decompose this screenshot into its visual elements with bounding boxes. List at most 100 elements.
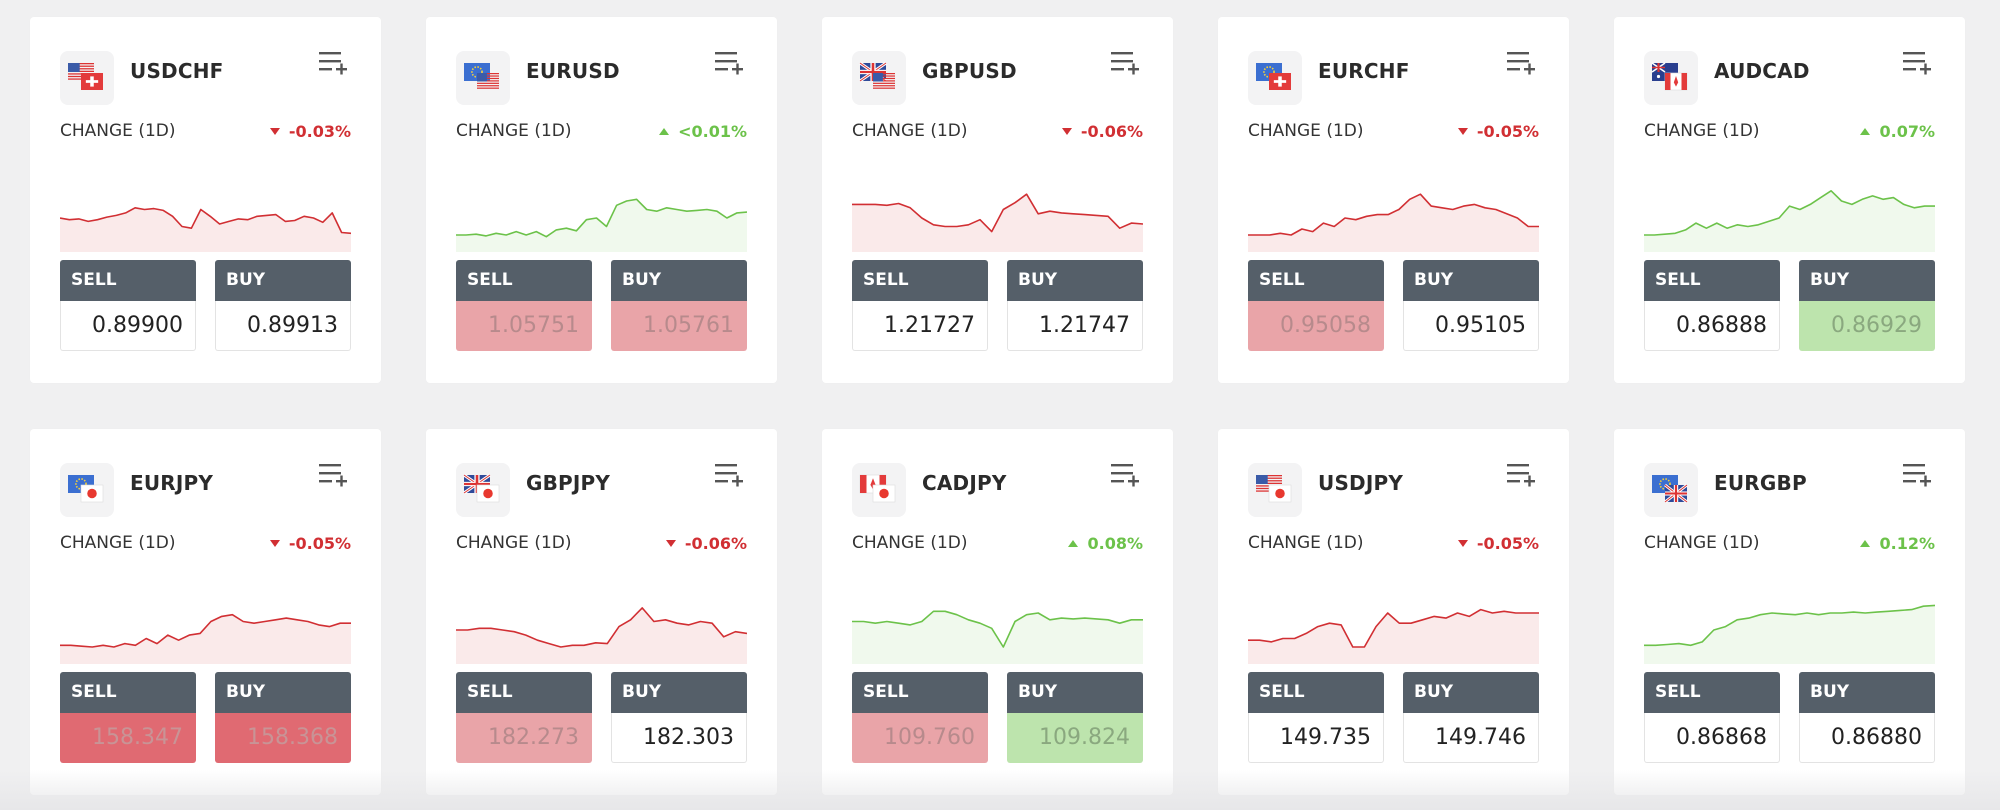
instrument-symbol[interactable]: CADJPY <box>922 471 1007 495</box>
price-sparkline <box>1644 167 1935 256</box>
buy-price: 0.95105 <box>1403 301 1539 351</box>
sell-label: SELL <box>852 672 988 713</box>
add-to-watchlist-icon[interactable] <box>1901 461 1935 489</box>
change-percent: -0.05% <box>1476 534 1539 553</box>
buy-price: 1.21747 <box>1007 301 1143 351</box>
sell-label: SELL <box>1248 260 1384 301</box>
buy-button[interactable]: BUY 0.86929 <box>1799 260 1935 351</box>
instrument-symbol[interactable]: EURCHF <box>1318 59 1410 83</box>
price-sparkline <box>852 579 1143 668</box>
buy-label: BUY <box>611 260 747 301</box>
sell-button[interactable]: SELL 0.95058 <box>1248 260 1384 351</box>
price-sparkline <box>1644 579 1936 668</box>
sell-label: SELL <box>60 260 196 301</box>
change-percent: 0.07% <box>1879 122 1935 141</box>
buy-label: BUY <box>215 260 351 301</box>
instrument-symbol[interactable]: GBPUSD <box>922 59 1017 83</box>
change-value: -0.06% <box>665 534 747 553</box>
instrument-card-gbpjpy[interactable]: GBPJPY CHANGE (1D) -0.06% SELL 182.273 BUY 1… <box>426 429 777 795</box>
buy-price: 0.86929 <box>1799 301 1935 351</box>
instrument-card-eurusd[interactable]: EURUSD CHANGE (1D) <0.01% SELL 1.05751 BUY 1… <box>426 17 777 383</box>
change-value: 0.07% <box>1860 122 1935 141</box>
add-to-watchlist-icon[interactable] <box>713 461 747 489</box>
buy-price: 158.368 <box>215 713 351 763</box>
change-value: <0.01% <box>659 122 747 141</box>
triangle-up-icon <box>1068 540 1079 547</box>
sell-label: SELL <box>456 672 592 713</box>
add-to-watchlist-icon[interactable] <box>1901 49 1935 77</box>
sell-label: SELL <box>60 672 196 713</box>
triangle-down-icon <box>1457 128 1468 135</box>
sell-price: 0.86888 <box>1644 301 1780 351</box>
add-to-watchlist-icon[interactable] <box>1109 461 1143 489</box>
buy-button[interactable]: BUY 149.746 <box>1403 672 1539 763</box>
change-label: CHANGE (1D) <box>852 533 968 553</box>
instrument-card-cadjpy[interactable]: CADJPY CHANGE (1D) 0.08% SELL 109.760 BUY 10… <box>822 429 1173 795</box>
change-value: -0.06% <box>1061 122 1143 141</box>
sell-button[interactable]: SELL 0.86868 <box>1644 672 1780 763</box>
buy-label: BUY <box>1007 672 1143 713</box>
change-percent: <0.01% <box>678 122 747 141</box>
change-value: -0.05% <box>269 534 351 553</box>
instrument-card-usdchf[interactable]: USDCHF CHANGE (1D) -0.03% SELL 0.89900 BUY 0… <box>30 17 381 383</box>
triangle-down-icon <box>269 128 280 135</box>
sell-button[interactable]: SELL 1.21727 <box>852 260 988 351</box>
triangle-down-icon <box>1061 128 1072 135</box>
change-value: -0.03% <box>269 122 351 141</box>
instrument-card-gbpusd[interactable]: GBPUSD CHANGE (1D) -0.06% SELL 1.21727 BUY 1… <box>822 17 1173 383</box>
sell-button[interactable]: SELL 158.347 <box>60 672 196 763</box>
buy-button[interactable]: BUY 1.05761 <box>611 260 747 351</box>
add-to-watchlist-icon[interactable] <box>317 461 351 489</box>
instrument-card-eurchf[interactable]: EURCHF CHANGE (1D) -0.05% SELL 0.95058 BUY 0… <box>1218 17 1569 383</box>
buy-button[interactable]: BUY 158.368 <box>215 672 351 763</box>
buy-label: BUY <box>1799 260 1935 301</box>
sell-button[interactable]: SELL 0.86888 <box>1644 260 1780 351</box>
add-to-watchlist-icon[interactable] <box>317 49 351 77</box>
instrument-symbol[interactable]: USDCHF <box>130 59 224 83</box>
instrument-symbol[interactable]: EURJPY <box>130 471 214 495</box>
instrument-card-audcad[interactable]: AUDCAD CHANGE (1D) 0.07% SELL 0.86888 BUY 0.… <box>1614 17 1965 383</box>
buy-button[interactable]: BUY 182.303 <box>611 672 747 763</box>
change-percent: -0.06% <box>1080 122 1143 141</box>
change-label: CHANGE (1D) <box>1644 533 1760 553</box>
instrument-card-usdjpy[interactable]: USDJPY CHANGE (1D) -0.05% SELL 149.735 BUY 1… <box>1218 429 1569 795</box>
sell-button[interactable]: SELL 1.05751 <box>456 260 592 351</box>
change-percent: -0.06% <box>684 534 747 553</box>
change-label: CHANGE (1D) <box>60 121 176 141</box>
sell-price: 109.760 <box>852 713 988 763</box>
buy-button[interactable]: BUY 0.86880 <box>1799 672 1935 763</box>
sell-button[interactable]: SELL 182.273 <box>456 672 592 763</box>
sell-button[interactable]: SELL 0.89900 <box>60 260 196 351</box>
instrument-symbol[interactable]: EURUSD <box>526 59 620 83</box>
sell-price: 158.347 <box>60 713 196 763</box>
instrument-symbol[interactable]: USDJPY <box>1318 471 1404 495</box>
buy-button[interactable]: BUY 0.89913 <box>215 260 351 351</box>
change-label: CHANGE (1D) <box>60 533 176 553</box>
instrument-symbol[interactable]: EURGBP <box>1714 471 1807 495</box>
sell-label: SELL <box>1644 260 1780 301</box>
currency-pair-flags-icon <box>1248 463 1302 517</box>
buy-button[interactable]: BUY 1.21747 <box>1007 260 1143 351</box>
add-to-watchlist-icon[interactable] <box>1109 49 1143 77</box>
price-sparkline <box>1248 579 1539 668</box>
add-to-watchlist-icon[interactable] <box>713 49 747 77</box>
instrument-symbol[interactable]: AUDCAD <box>1714 59 1810 83</box>
instrument-grid: USDCHF CHANGE (1D) -0.03% SELL 0.89900 BUY 0… <box>30 17 1965 795</box>
add-to-watchlist-icon[interactable] <box>1505 461 1539 489</box>
instrument-card-eurgbp[interactable]: EURGBP CHANGE (1D) 0.12% SELL 0.86868 BUY 0.… <box>1614 429 1965 795</box>
triangle-up-icon <box>1860 540 1871 547</box>
sell-button[interactable]: SELL 149.735 <box>1248 672 1384 763</box>
change-value: -0.05% <box>1457 122 1539 141</box>
add-to-watchlist-icon[interactable] <box>1505 49 1539 77</box>
triangle-up-icon <box>659 128 670 135</box>
sell-label: SELL <box>1644 672 1780 713</box>
price-sparkline <box>59 167 352 256</box>
sell-button[interactable]: SELL 109.760 <box>852 672 988 763</box>
instrument-symbol[interactable]: GBPJPY <box>526 471 611 495</box>
buy-price: 0.86880 <box>1799 713 1935 763</box>
change-percent: 0.12% <box>1879 534 1935 553</box>
buy-button[interactable]: BUY 109.824 <box>1007 672 1143 763</box>
instrument-card-eurjpy[interactable]: EURJPY CHANGE (1D) -0.05% SELL 158.347 BUY 1… <box>30 429 381 795</box>
price-sparkline <box>456 167 748 256</box>
buy-button[interactable]: BUY 0.95105 <box>1403 260 1539 351</box>
